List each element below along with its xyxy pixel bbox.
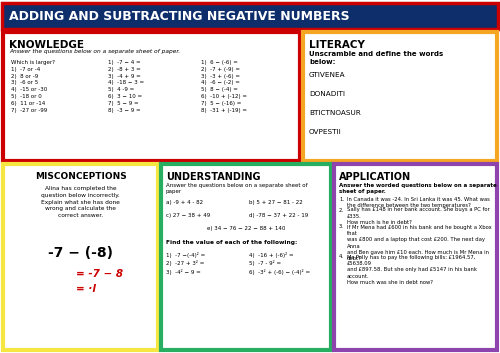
Text: APPLICATION: APPLICATION [339, 172, 411, 182]
FancyBboxPatch shape [3, 32, 300, 161]
Text: = ·l: = ·l [76, 284, 96, 294]
Text: Answer the questions below on a separate sheet of
paper: Answer the questions below on a separate… [166, 183, 308, 194]
FancyBboxPatch shape [334, 164, 497, 350]
FancyBboxPatch shape [2, 3, 498, 29]
Text: 3.: 3. [339, 225, 344, 229]
Text: = -7 − 8: = -7 − 8 [76, 269, 122, 279]
Text: Answer the worded questions below on a separate
sheet of paper.: Answer the worded questions below on a s… [339, 183, 497, 194]
Text: Ms Polly has to pay the following bills: £1964.57, £5638.09
and £897.58. But she: Ms Polly has to pay the following bills:… [347, 255, 477, 285]
Text: KNOWLEDGE: KNOWLEDGE [9, 40, 84, 50]
Text: 2.: 2. [339, 208, 344, 213]
Text: In Canada it was -24. In Sri Lanka it was 45. What was the difference between th: In Canada it was -24. In Sri Lanka it wa… [347, 197, 490, 208]
Text: Sally has £148 in her bank account. She buys a PC for £335.
How much is he in de: Sally has £148 in her bank account. She … [347, 208, 490, 225]
Text: Unscramble and define the words
below:: Unscramble and define the words below: [309, 51, 444, 65]
Text: If Mr Mena had £600 in his bank and he bought a Xbox that
was £800 and a laptop : If Mr Mena had £600 in his bank and he b… [347, 225, 492, 262]
Text: a) -9 + 4 - 82: a) -9 + 4 - 82 [166, 200, 203, 205]
Text: 1)  -7 − 4 =
2)  -8 + 3 =
3)  -4 + 9 =
4)  -18 − 3 =
5)  4 -9 =
6)  3 − 10 =
7) : 1) -7 − 4 = 2) -8 + 3 = 3) -4 + 9 = 4) -… [108, 60, 144, 113]
FancyBboxPatch shape [161, 164, 331, 350]
Text: 1.: 1. [339, 197, 344, 202]
Text: Which is larger?
1)  -7 or -4
2)  8 or -9
3)  -6 or 5
4)  -15 or -30
5)  -18 or : Which is larger? 1) -7 or -4 2) 8 or -9 … [11, 60, 55, 113]
Text: DONADITI: DONADITI [309, 91, 345, 97]
Text: Find the value of each of the following:: Find the value of each of the following: [166, 240, 298, 245]
Text: BTICTNOASUR: BTICTNOASUR [309, 110, 361, 116]
Text: OVPESTII: OVPESTII [309, 129, 342, 135]
Text: ADDING AND SUBTRACTING NEGATIVE NUMBERS: ADDING AND SUBTRACTING NEGATIVE NUMBERS [9, 10, 349, 23]
Text: d) -78 − 37 + 22 - 19: d) -78 − 37 + 22 - 19 [249, 213, 308, 218]
Text: UNDERSTANDING: UNDERSTANDING [166, 172, 260, 182]
FancyBboxPatch shape [3, 164, 158, 350]
Text: Alina has completed the
question below incorrectly.
Explain what she has done
wr: Alina has completed the question below i… [41, 186, 120, 218]
Text: LITERACY: LITERACY [309, 40, 365, 50]
FancyBboxPatch shape [303, 32, 497, 161]
Text: 1)  6 − (-6) =
2)  -7 + (-9) =
3)  -3 + (-6) =
4)  -6 − (-2) =
5)  8 − (-4) =
6): 1) 6 − (-6) = 2) -7 + (-9) = 3) -3 + (-6… [201, 60, 247, 113]
Text: 1)  -7 −(-4)² =
2)  -27 + 3² =
3)  -4² − 9 =: 1) -7 −(-4)² = 2) -27 + 3² = 3) -4² − 9 … [166, 252, 205, 275]
Text: -7 − (-8): -7 − (-8) [48, 246, 113, 260]
Text: c) 27 − 38 + 49: c) 27 − 38 + 49 [166, 213, 210, 218]
Text: MISCONCEPTIONS: MISCONCEPTIONS [34, 172, 126, 181]
Text: 4.: 4. [339, 255, 344, 259]
Text: e) 34 − 76 − 22 − 88 + 140: e) 34 − 76 − 22 − 88 + 140 [207, 226, 285, 231]
Text: Answer the questions below on a separate sheet of paper.: Answer the questions below on a separate… [9, 49, 180, 54]
Text: b) 5 + 27 − 81 - 22: b) 5 + 27 − 81 - 22 [249, 200, 303, 205]
Text: GTIVENEA: GTIVENEA [309, 72, 346, 78]
Text: 4)  -16 + (-6)² =
5)  -7 - 9² =
6)  -3² + (-6) − (-4)² =: 4) -16 + (-6)² = 5) -7 - 9² = 6) -3² + (… [249, 252, 310, 275]
